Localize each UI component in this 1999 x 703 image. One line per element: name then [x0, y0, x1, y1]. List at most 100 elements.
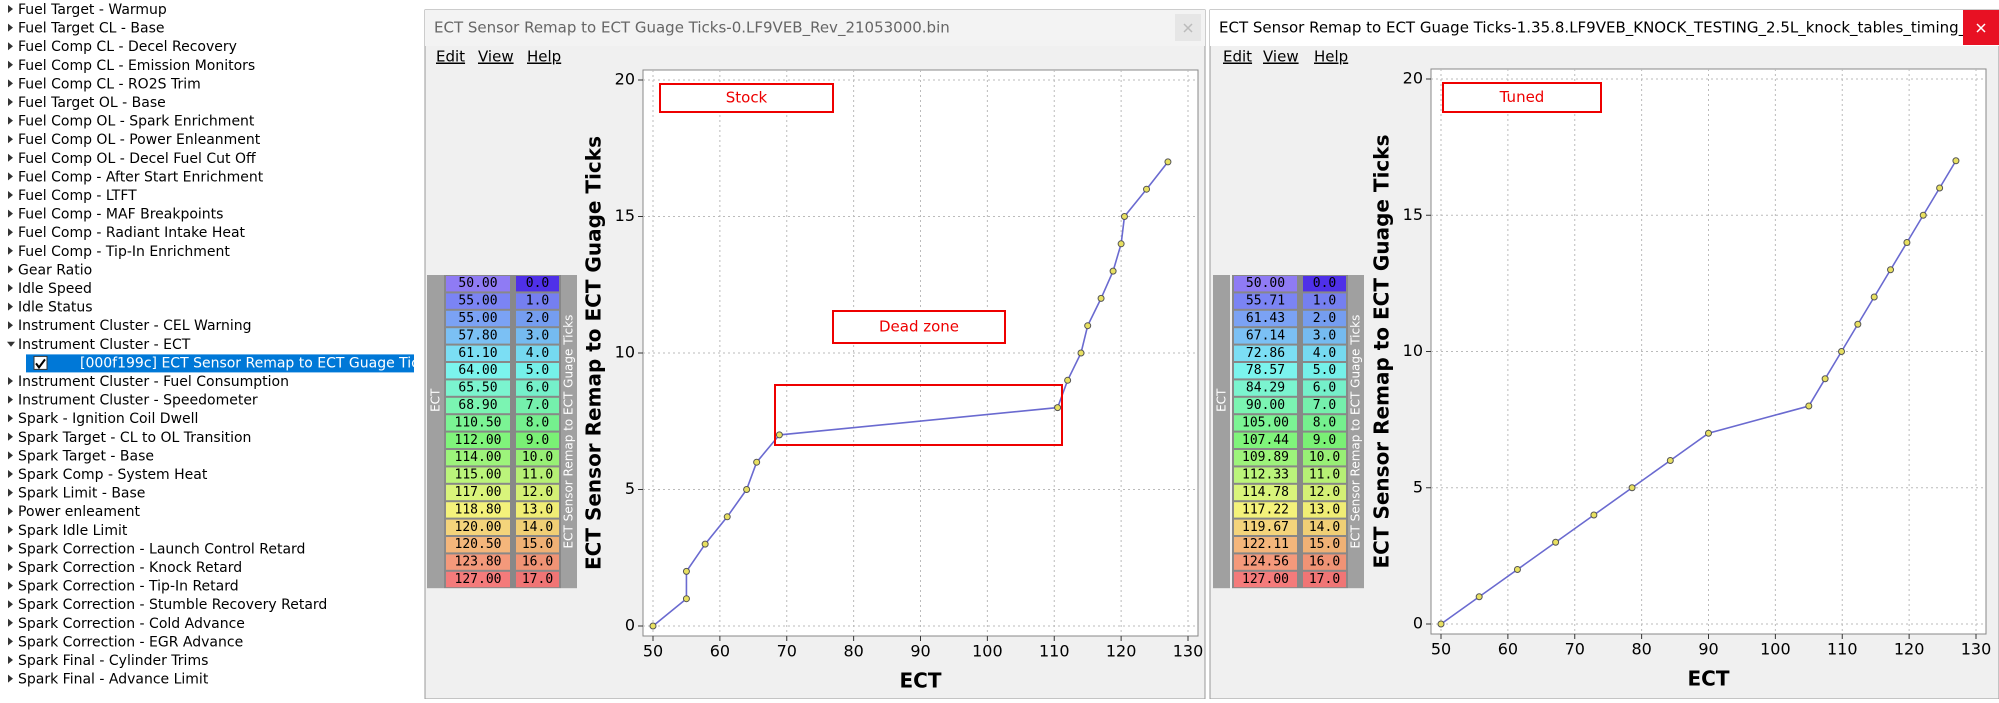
- table-cell[interactable]: [1234, 293, 1297, 309]
- expander[interactable]: [8, 674, 13, 683]
- table-cell[interactable]: [446, 467, 510, 483]
- checkbox[interactable]: [33, 355, 48, 370]
- table-cell[interactable]: [1303, 467, 1346, 483]
- expander[interactable]: [8, 284, 13, 292]
- expander[interactable]: [8, 525, 13, 534]
- table-cell[interactable]: [1234, 328, 1297, 344]
- table-cell[interactable]: [1234, 537, 1297, 553]
- table-cell[interactable]: [1303, 415, 1346, 431]
- table-cell[interactable]: [446, 571, 510, 588]
- table-cell[interactable]: [1303, 293, 1346, 309]
- expander[interactable]: [8, 377, 13, 385]
- tree-label[interactable]: Spark Comp - System Heat: [18, 467, 208, 483]
- tree-label[interactable]: Spark Correction - Launch Control Retard: [18, 541, 305, 557]
- tree-label[interactable]: Fuel Comp - LTFT: [18, 188, 137, 204]
- tree-label[interactable]: Instrument Cluster - CEL Warning: [18, 318, 252, 334]
- table-cell[interactable]: [446, 502, 510, 518]
- table-cell[interactable]: [1234, 467, 1297, 483]
- table-cell[interactable]: [1303, 484, 1346, 501]
- expander[interactable]: [8, 209, 13, 218]
- table-cell[interactable]: [516, 467, 559, 483]
- expander[interactable]: [8, 432, 13, 441]
- tree-label[interactable]: Gear Ratio: [18, 262, 92, 278]
- table-cell[interactable]: [516, 293, 559, 309]
- table-cell[interactable]: [1303, 276, 1346, 292]
- menu-item[interactable]: Help: [527, 48, 561, 66]
- menu-item[interactable]: View: [1263, 48, 1299, 66]
- tree-label[interactable]: Spark Final - Advance Limit: [18, 672, 209, 688]
- tree-label[interactable]: Spark Limit - Base: [18, 486, 145, 502]
- expander[interactable]: [8, 451, 13, 460]
- table-cell[interactable]: [516, 554, 559, 570]
- table-cell[interactable]: [516, 397, 559, 414]
- table-cell[interactable]: [446, 415, 510, 431]
- tree-label[interactable]: Spark Target - Base: [18, 448, 154, 464]
- expander[interactable]: [8, 618, 13, 627]
- expander[interactable]: [8, 600, 13, 609]
- table-cell[interactable]: [1234, 519, 1297, 535]
- expander[interactable]: [8, 470, 13, 478]
- table-cell[interactable]: [1234, 571, 1297, 588]
- table-cell[interactable]: [446, 380, 510, 396]
- expander[interactable]: [8, 42, 13, 51]
- table-cell[interactable]: [1303, 345, 1346, 361]
- tree-label[interactable]: Spark Idle Limit: [18, 523, 128, 539]
- table-cell[interactable]: [446, 537, 510, 553]
- table-cell[interactable]: [516, 484, 559, 501]
- expander[interactable]: [8, 172, 13, 181]
- table-cell[interactable]: [1234, 310, 1297, 327]
- expander[interactable]: [8, 116, 13, 125]
- table-cell[interactable]: [446, 310, 510, 327]
- table-cell[interactable]: [516, 276, 559, 292]
- table-cell[interactable]: [446, 276, 510, 292]
- tree-label[interactable]: Spark Target - CL to OL Transition: [18, 430, 251, 446]
- table-cell[interactable]: [1303, 432, 1346, 448]
- table-cell[interactable]: [446, 484, 510, 501]
- table-cell[interactable]: [516, 537, 559, 553]
- tree-label[interactable]: Power enleament: [18, 504, 140, 520]
- tree-label[interactable]: Instrument Cluster - Fuel Consumption: [18, 374, 289, 390]
- menu-item[interactable]: Edit: [1223, 48, 1252, 66]
- expander[interactable]: [8, 637, 13, 646]
- menu-item[interactable]: View: [478, 48, 514, 66]
- expander[interactable]: [8, 246, 13, 255]
- expander[interactable]: [8, 656, 13, 664]
- table-cell[interactable]: [1234, 450, 1297, 466]
- table-cell[interactable]: [446, 345, 510, 361]
- table-cell[interactable]: [1234, 397, 1297, 414]
- table-cell[interactable]: [1234, 415, 1297, 431]
- table-cell[interactable]: [446, 363, 510, 379]
- expander[interactable]: [8, 321, 13, 330]
- expander[interactable]: [7, 341, 15, 347]
- table-cell[interactable]: [1234, 432, 1297, 448]
- table-cell[interactable]: [516, 502, 559, 518]
- expander[interactable]: [8, 563, 13, 571]
- tree-label[interactable]: Idle Speed: [18, 281, 92, 297]
- tree-label[interactable]: Spark Final - Cylinder Trims: [18, 653, 208, 669]
- expander[interactable]: [8, 79, 13, 88]
- table-cell[interactable]: [516, 345, 559, 361]
- table-cell[interactable]: [1303, 502, 1346, 518]
- table-cell[interactable]: [1234, 380, 1297, 396]
- tree-label[interactable]: Spark Correction - Tip-In Retard: [18, 579, 239, 595]
- table-cell[interactable]: [516, 328, 559, 344]
- table-cell[interactable]: [516, 571, 559, 588]
- table-cell[interactable]: [516, 363, 559, 379]
- tree-label[interactable]: Instrument Cluster - ECT: [18, 337, 191, 353]
- table-cell[interactable]: [1303, 380, 1346, 396]
- tree-label[interactable]: Fuel Comp CL - Decel Recovery: [18, 39, 237, 55]
- table-cell[interactable]: [516, 310, 559, 327]
- tree-label[interactable]: Fuel Target OL - Base: [18, 95, 166, 111]
- table-cell[interactable]: [1234, 554, 1297, 570]
- expander[interactable]: [8, 191, 13, 199]
- menu-item[interactable]: Edit: [436, 48, 465, 66]
- table-cell[interactable]: [1234, 276, 1297, 292]
- tree-label[interactable]: Fuel Comp - Tip-In Enrichment: [18, 244, 230, 260]
- tree-label[interactable]: Idle Status: [18, 300, 93, 316]
- expander[interactable]: [8, 153, 13, 162]
- tree-label[interactable]: Fuel Comp OL - Spark Enrichment: [18, 114, 255, 130]
- tree-label[interactable]: Spark - Ignition Coil Dwell: [18, 411, 198, 427]
- tree-label[interactable]: Fuel Comp OL - Decel Fuel Cut Off: [18, 151, 256, 167]
- expander[interactable]: [8, 302, 13, 311]
- tree-label[interactable]: Fuel Comp CL - RO2S Trim: [18, 76, 201, 92]
